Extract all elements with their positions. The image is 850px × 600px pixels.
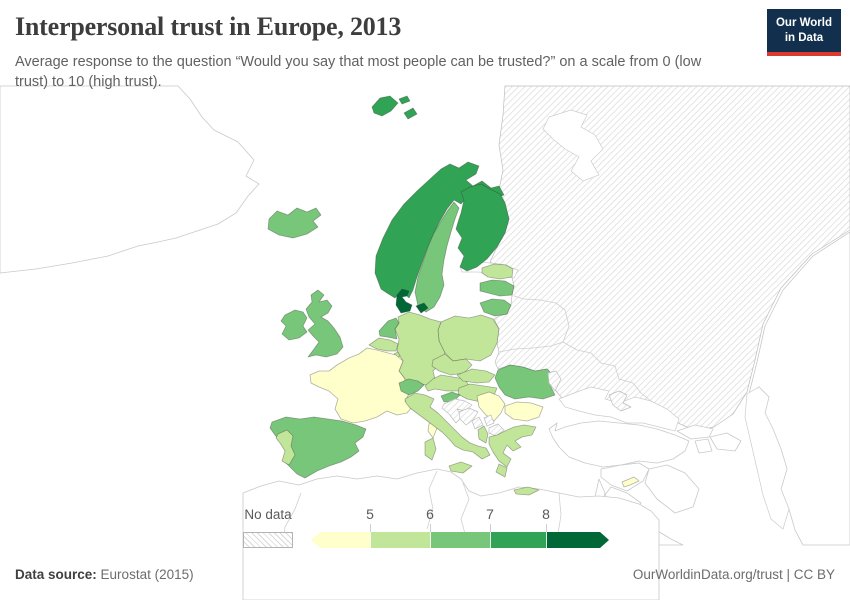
country-poland[interactable] bbox=[437, 314, 500, 362]
country-slovakia[interactable] bbox=[456, 368, 496, 384]
legend-bin-lt5[interactable] bbox=[311, 532, 370, 548]
region-armenia-outline bbox=[694, 438, 713, 454]
legend-no-data-swatch[interactable] bbox=[243, 532, 293, 548]
legend-tick-5: 5 bbox=[366, 506, 374, 522]
country-iceland[interactable] bbox=[267, 207, 322, 239]
region-iraq-outline bbox=[644, 464, 700, 514]
owid-logo-line2: in Data bbox=[784, 31, 824, 44]
page-title: Interpersonal trust in Europe, 2013 bbox=[15, 12, 402, 41]
data-source-label: Data source: bbox=[15, 567, 97, 582]
country-crete[interactable] bbox=[513, 486, 540, 496]
belarus-ukraine-borders bbox=[498, 295, 652, 402]
country-estonia[interactable] bbox=[481, 263, 514, 280]
country-netherlands[interactable] bbox=[378, 317, 400, 340]
legend-bin-7-8[interactable] bbox=[490, 532, 546, 548]
region-turkey-outline bbox=[548, 420, 690, 468]
country-svalbard[interactable] bbox=[371, 95, 418, 120]
country-greece[interactable] bbox=[488, 424, 537, 478]
data-source-value: Eurostat (2015) bbox=[100, 567, 194, 582]
country-moldova[interactable] bbox=[547, 370, 562, 392]
region-azerbaijan-outline bbox=[709, 432, 742, 452]
country-czechia[interactable] bbox=[431, 353, 473, 376]
country-sweden[interactable] bbox=[414, 201, 460, 313]
country-finland[interactable] bbox=[455, 183, 510, 272]
legend-tick-7: 7 bbox=[486, 506, 494, 522]
region-georgia-outline bbox=[676, 424, 714, 440]
country-uk[interactable] bbox=[305, 289, 344, 358]
credit-link[interactable]: OurWorldinData.org/trust | CC BY bbox=[632, 567, 835, 582]
country-switzerland[interactable] bbox=[398, 378, 425, 396]
country-portugal[interactable] bbox=[275, 429, 296, 466]
country-serbia[interactable] bbox=[476, 391, 506, 422]
legend-bin-6-7[interactable] bbox=[430, 532, 490, 548]
country-romania[interactable] bbox=[494, 364, 556, 400]
country-lithuania[interactable] bbox=[479, 298, 512, 317]
region-syria-outline bbox=[600, 462, 650, 492]
country-sardinia[interactable] bbox=[424, 437, 437, 461]
legend-tick-6: 6 bbox=[426, 506, 434, 522]
chart-subtitle: Average response to the question “Would … bbox=[15, 54, 702, 90]
country-cyprus[interactable] bbox=[621, 476, 640, 488]
country-bosnia[interactable] bbox=[458, 407, 479, 426]
owid-logo[interactable]: Our World in Data bbox=[767, 9, 841, 56]
north-africa-borders bbox=[282, 470, 562, 546]
country-montenegro[interactable] bbox=[471, 416, 484, 430]
legend-tick-8: 8 bbox=[542, 506, 550, 522]
country-croatia[interactable] bbox=[441, 398, 473, 424]
country-italy[interactable] bbox=[404, 392, 491, 460]
country-crimea[interactable] bbox=[608, 390, 632, 412]
data-source: Data source: Eurostat (2015) bbox=[15, 567, 194, 582]
country-belgium[interactable] bbox=[368, 337, 399, 352]
legend-no-data-label: No data bbox=[244, 507, 292, 522]
country-denmark[interactable] bbox=[395, 288, 429, 314]
country-kosovo[interactable] bbox=[483, 414, 495, 427]
country-bulgaria[interactable] bbox=[504, 401, 544, 422]
country-sicily[interactable] bbox=[448, 461, 473, 474]
country-germany[interactable] bbox=[394, 311, 446, 386]
white-sea bbox=[542, 109, 604, 182]
legend-bin-5-6[interactable] bbox=[370, 532, 430, 548]
owid-logo-line1: Our World bbox=[775, 17, 832, 29]
country-albania[interactable] bbox=[477, 425, 489, 444]
country-latvia[interactable] bbox=[479, 279, 515, 297]
legend-colorbar bbox=[311, 532, 609, 548]
region-greenland-outline bbox=[0, 85, 260, 274]
country-ireland[interactable] bbox=[280, 309, 308, 341]
caspian-sea bbox=[744, 386, 790, 530]
country-france[interactable] bbox=[309, 347, 413, 424]
country-north-macedonia[interactable] bbox=[488, 423, 505, 437]
legend-bin-8plus[interactable] bbox=[546, 532, 609, 548]
